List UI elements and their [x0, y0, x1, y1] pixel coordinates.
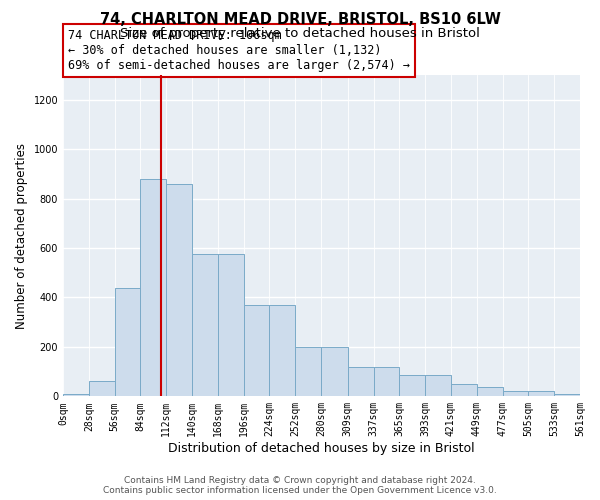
Bar: [218, 254, 244, 396]
Text: Contains HM Land Registry data © Crown copyright and database right 2024.
Contai: Contains HM Land Registry data © Crown c…: [103, 476, 497, 495]
Bar: [529, 392, 554, 396]
Text: 74, CHARLTON MEAD DRIVE, BRISTOL, BS10 6LW: 74, CHARLTON MEAD DRIVE, BRISTOL, BS10 6…: [100, 12, 500, 28]
Bar: [192, 254, 218, 396]
Text: Size of property relative to detached houses in Bristol: Size of property relative to detached ho…: [120, 28, 480, 40]
Text: 74 CHARLTON MEAD DRIVE: 106sqm
← 30% of detached houses are smaller (1,132)
69% : 74 CHARLTON MEAD DRIVE: 106sqm ← 30% of …: [68, 29, 410, 72]
Bar: [321, 347, 348, 397]
Bar: [89, 381, 115, 396]
Bar: [140, 179, 166, 396]
Bar: [400, 374, 425, 396]
Bar: [374, 366, 400, 396]
Bar: [503, 392, 529, 396]
Bar: [477, 387, 503, 396]
Bar: [115, 288, 140, 397]
Bar: [451, 384, 477, 396]
Bar: [244, 305, 269, 396]
Bar: [554, 394, 580, 396]
Bar: [295, 347, 321, 397]
Bar: [348, 366, 374, 396]
Bar: [63, 394, 89, 396]
Y-axis label: Number of detached properties: Number of detached properties: [15, 142, 28, 328]
Bar: [425, 374, 451, 396]
Bar: [269, 305, 295, 396]
X-axis label: Distribution of detached houses by size in Bristol: Distribution of detached houses by size …: [168, 442, 475, 455]
Bar: [166, 184, 192, 396]
